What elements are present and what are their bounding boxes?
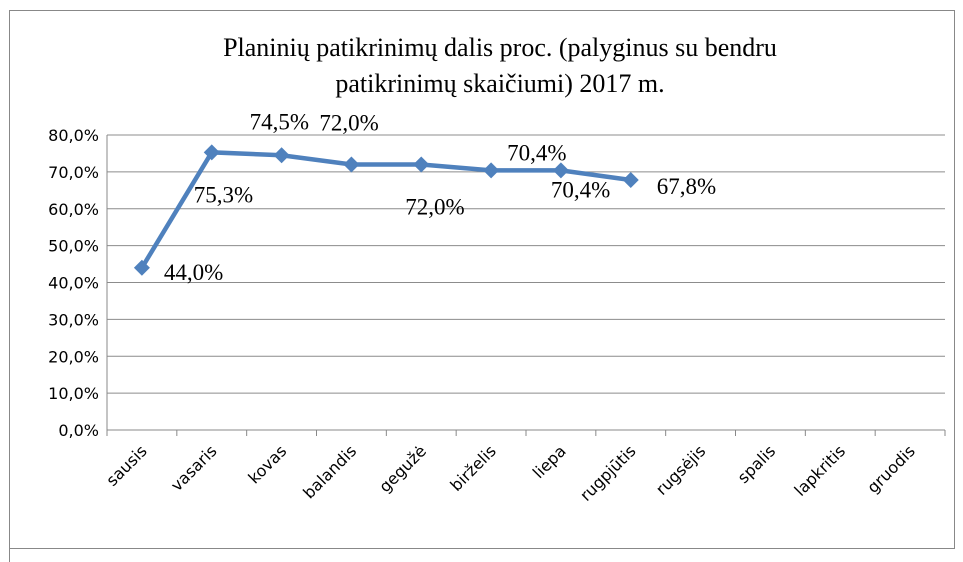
y-tick-label: 30,0% (48, 310, 99, 329)
x-tick-label: sausis (102, 441, 150, 489)
data-point (552, 162, 569, 179)
data-point (203, 144, 220, 161)
y-tick-label: 80,0% (48, 126, 99, 145)
x-tick-label: rugsėjis (652, 441, 709, 498)
x-tick-label: vasaris (167, 441, 221, 495)
data-label: 72,0% (405, 195, 464, 220)
y-tick-label: 10,0% (48, 384, 99, 403)
data-point (483, 162, 500, 179)
y-tick-label: 40,0% (48, 274, 99, 293)
y-tick-label: 0,0% (58, 421, 99, 440)
x-tick-label: rugpjūtis (576, 441, 639, 504)
data-label: 70,4% (507, 140, 566, 165)
x-tick-label: birželis (446, 441, 499, 494)
x-tick-label: gruodis (863, 441, 919, 497)
chart-title: Planinių patikrinimų dalis proc. (palygi… (223, 33, 777, 62)
data-point (413, 156, 430, 173)
series-line (139, 150, 632, 269)
data-point (622, 171, 639, 188)
x-tick-label: balandis (299, 441, 360, 502)
data-point (133, 259, 150, 276)
y-tick-label: 70,0% (48, 163, 99, 182)
x-tick-label: liepa (529, 441, 570, 482)
data-label: 67,8% (657, 174, 716, 199)
data-label: 70,4% (551, 177, 610, 202)
x-tick-label: spalis (734, 441, 780, 487)
chart-title: patikrinimų skaičiumi) 2017 m. (335, 69, 664, 98)
y-tick-label: 50,0% (48, 237, 99, 256)
data-point (273, 147, 290, 164)
data-label: 44,0% (164, 260, 223, 285)
x-tick-label: lapkritis (791, 441, 850, 500)
y-tick-label: 60,0% (48, 200, 99, 219)
data-point (343, 156, 360, 173)
data-label: 72,0% (319, 111, 378, 136)
data-label: 75,3% (194, 182, 253, 207)
x-tick-label: kovas (244, 441, 290, 487)
data-label: 74,5% (250, 109, 309, 134)
chart-frame (9, 10, 955, 549)
y-tick-label: 20,0% (48, 347, 99, 366)
x-tick-label: gegužė (375, 441, 430, 496)
